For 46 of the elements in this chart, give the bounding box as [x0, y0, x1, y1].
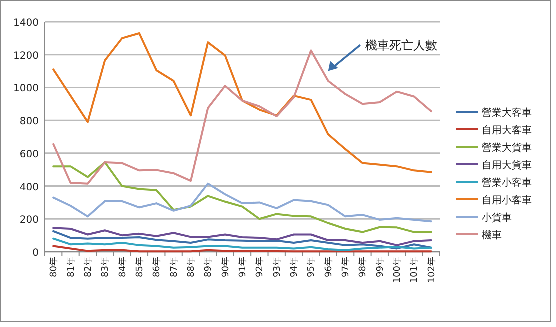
- x-tick-label: 101年: [409, 257, 420, 284]
- legend-label: 自用大貨車: [482, 160, 532, 172]
- x-tick-label: 81年: [66, 257, 77, 278]
- x-tick-label: 87年: [168, 257, 180, 278]
- line-series: [52, 230, 432, 250]
- x-tick-label: 95年: [306, 257, 318, 278]
- x-tick-label: 82年: [82, 257, 94, 278]
- x-tick-label: 98年: [358, 257, 369, 278]
- legend-label: 營業大客車: [482, 107, 532, 119]
- legend-label: 營業大貨車: [482, 142, 532, 154]
- line-series: [52, 161, 432, 234]
- x-tick-label: 91年: [238, 257, 248, 278]
- y-tick-label: 0: [32, 248, 39, 259]
- y-tick-label: 200: [20, 215, 39, 226]
- x-tick-label: 89年: [203, 257, 214, 278]
- annotation: 機車死亡人數: [365, 38, 438, 52]
- y-tick-label: 1400: [14, 18, 39, 29]
- y-tick-label: 1000: [14, 84, 39, 95]
- x-tick-label: 102年: [426, 257, 438, 284]
- line-series: [52, 182, 432, 223]
- line-series: [52, 50, 432, 185]
- y-tick-label: 1200: [14, 50, 39, 62]
- y-tick-label: 600: [20, 149, 39, 160]
- legend-label: 機車: [482, 230, 502, 242]
- x-tick-label: 84年: [117, 257, 128, 278]
- legend-label: 小貨車: [482, 212, 512, 224]
- x-tick-label: 97年: [340, 257, 352, 278]
- x-tick-label: 85年: [134, 257, 146, 278]
- x-tick-label: 92年: [254, 257, 266, 278]
- x-tick-label: 96年: [323, 257, 334, 278]
- x-tick-label: 100年: [392, 257, 404, 284]
- x-tick-label: 90年: [220, 257, 232, 278]
- y-tick-label: 400: [20, 182, 39, 194]
- x-tick-label: 88年: [186, 257, 197, 278]
- x-tick-label: 94年: [289, 257, 300, 278]
- x-tick-label: 99年: [374, 257, 386, 278]
- legend-label: 自用大客車: [482, 124, 532, 136]
- legend-label: 自用小客車: [482, 194, 532, 206]
- line-series: [52, 227, 432, 246]
- x-tick-label: 83年: [100, 257, 112, 278]
- legend-label: 營業小客車: [482, 177, 532, 189]
- y-tick-label: 800: [20, 116, 39, 128]
- line-series: [52, 238, 432, 252]
- x-tick-label: 86年: [152, 257, 163, 278]
- x-tick-label: 93年: [272, 257, 283, 278]
- x-tick-label: 80年: [48, 257, 60, 278]
